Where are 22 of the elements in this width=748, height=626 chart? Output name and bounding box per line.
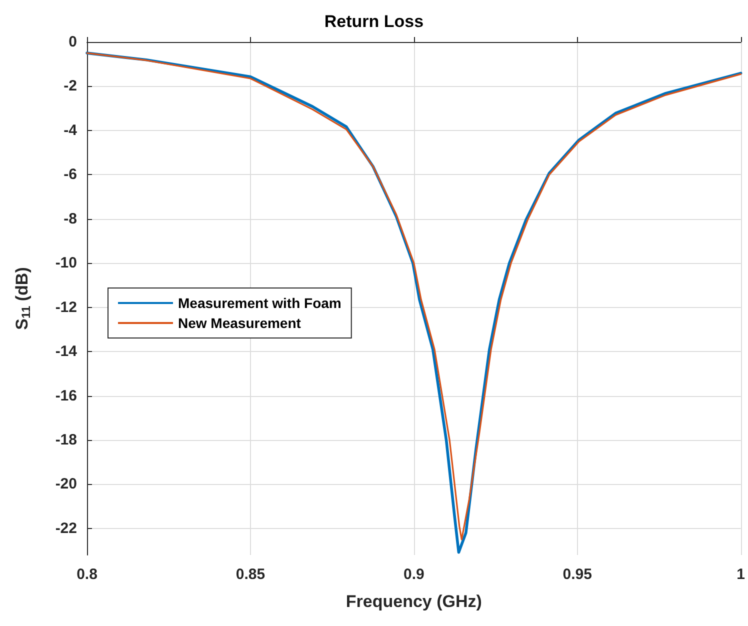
legend-label: New Measurement bbox=[178, 315, 302, 331]
y-tick-label: -12 bbox=[55, 298, 77, 316]
y-tick-label: -14 bbox=[55, 343, 78, 360]
y-axis-title: S11 (dB) bbox=[12, 267, 33, 330]
x-axis-title: Frequency (GHz) bbox=[346, 592, 482, 611]
legend-label: Measurement with Foam bbox=[178, 295, 342, 311]
y-tick-label: -8 bbox=[64, 210, 77, 228]
x-tick-label: 1 bbox=[736, 566, 745, 583]
chart-title: Return Loss bbox=[324, 12, 424, 31]
y-tick-label: -16 bbox=[55, 387, 77, 404]
x-tick-label: 0.95 bbox=[562, 566, 592, 583]
x-tick-label: 0.9 bbox=[403, 566, 424, 583]
y-tick-label: -4 bbox=[64, 122, 78, 139]
y-tick-label: -2 bbox=[64, 78, 77, 95]
x-tick-label: 0.85 bbox=[236, 566, 266, 583]
x-tick-label: 0.8 bbox=[76, 566, 98, 583]
y-tick-label: -18 bbox=[55, 432, 77, 449]
y-tick-label: 0 bbox=[68, 34, 77, 50]
y-tick-label: -22 bbox=[55, 520, 77, 537]
y-tick-label: -10 bbox=[55, 254, 77, 272]
y-tick-label: -6 bbox=[64, 166, 77, 184]
y-tick-label: -20 bbox=[55, 476, 77, 493]
